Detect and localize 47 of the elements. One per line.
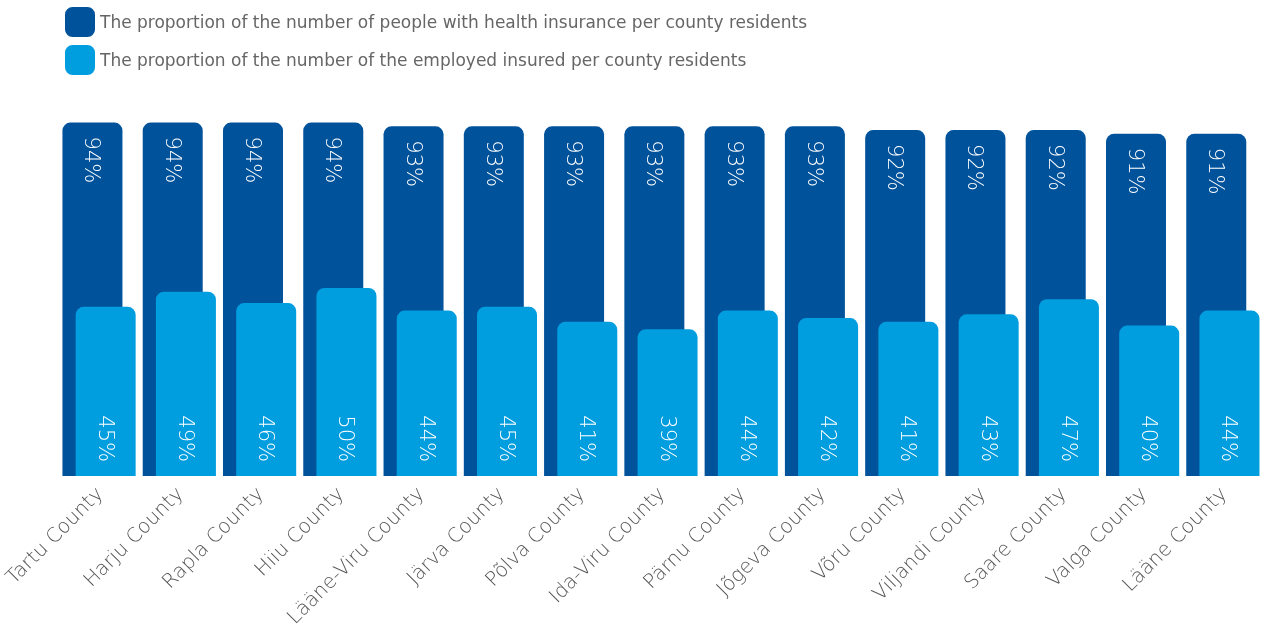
data-label: 93% — [802, 140, 827, 188]
bar — [717, 310, 778, 476]
bar — [958, 314, 1019, 476]
data-label: 41% — [896, 415, 921, 462]
data-label: 45% — [93, 415, 118, 462]
data-label: 49% — [173, 415, 198, 462]
data-label: 40% — [1137, 415, 1162, 462]
data-label: 93% — [481, 140, 506, 188]
data-label: 91% — [1123, 147, 1148, 195]
data-label: 46% — [254, 415, 279, 462]
data-label: 43% — [976, 415, 1001, 462]
data-label: 92% — [1043, 144, 1068, 191]
bar — [477, 306, 538, 476]
data-label: 94% — [80, 136, 105, 184]
data-label: 42% — [816, 415, 841, 462]
legend-label: The proportion of the number of the employed insured per county residents — [99, 50, 747, 70]
data-label: 44% — [735, 415, 760, 462]
bar — [316, 288, 377, 476]
data-label: 47% — [1056, 415, 1081, 462]
bar — [637, 329, 698, 476]
data-label: 93% — [722, 140, 747, 188]
data-label: 94% — [160, 136, 185, 184]
data-label: 94% — [240, 136, 265, 184]
bar — [878, 321, 939, 476]
bar — [396, 310, 457, 476]
data-label: 44% — [1217, 415, 1242, 462]
data-label: 94% — [321, 136, 346, 184]
bar — [798, 318, 859, 476]
data-label: 41% — [575, 415, 600, 462]
data-label: 92% — [963, 144, 988, 191]
data-label: 45% — [495, 415, 520, 462]
legend-label: The proportion of the number of people with health insurance per county residents — [99, 12, 808, 32]
data-label: 50% — [334, 415, 359, 462]
data-label: 93% — [642, 140, 667, 188]
data-label: 92% — [883, 144, 908, 191]
bar — [155, 291, 216, 476]
bar — [1119, 325, 1180, 476]
data-label: 93% — [562, 140, 587, 188]
bar — [75, 306, 136, 476]
data-label: 91% — [1204, 147, 1229, 195]
bar — [557, 321, 618, 476]
bar — [1199, 310, 1260, 476]
bar — [1038, 299, 1099, 476]
bar — [236, 303, 297, 476]
data-label: 44% — [414, 415, 439, 462]
data-label: 93% — [401, 140, 426, 188]
data-label: 39% — [655, 415, 680, 462]
